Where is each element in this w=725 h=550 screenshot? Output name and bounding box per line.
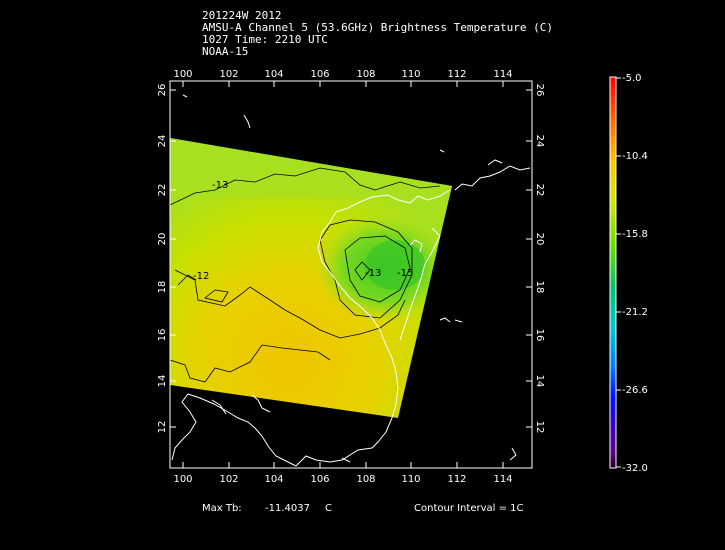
latitude-labels-left: 12 14 16 18 20 22 24 26: [157, 84, 168, 434]
svg-text:14: 14: [157, 375, 168, 388]
svg-text:104: 104: [264, 474, 283, 485]
map-frame: [169, 80, 533, 469]
product-title-line-2: AMSU-A Channel 5 (53.6GHz) Brightness Te…: [202, 21, 553, 34]
svg-text:110: 110: [401, 69, 420, 80]
contour-label-1: -13: [212, 180, 228, 191]
svg-text:102: 102: [219, 69, 238, 80]
svg-text:26: 26: [534, 84, 545, 97]
color-scale-label-5: -26.6: [622, 385, 648, 396]
svg-text:12: 12: [534, 421, 545, 434]
longitude-labels-top: 100 102 104 106 108 110 112 114: [173, 69, 512, 80]
contour-label-4: -13: [365, 268, 381, 279]
svg-text:110: 110: [401, 474, 420, 485]
svg-text:24: 24: [157, 135, 168, 148]
svg-text:106: 106: [310, 474, 329, 485]
svg-text:14: 14: [534, 375, 545, 388]
contour-label-2: -12: [193, 271, 209, 282]
svg-text:16: 16: [157, 329, 168, 342]
color-scale-label-1: -5.0: [622, 73, 642, 84]
svg-text:104: 104: [264, 69, 283, 80]
svg-text:112: 112: [447, 69, 466, 80]
svg-text:108: 108: [356, 69, 375, 80]
svg-text:20: 20: [534, 233, 545, 246]
svg-text:24: 24: [534, 135, 545, 148]
svg-text:114: 114: [493, 69, 512, 80]
svg-text:112: 112: [447, 474, 466, 485]
color-scale-bar: -5.0 -10.4 -15.8 -21.2 -26.6 -32.0: [609, 73, 648, 474]
svg-text:16: 16: [534, 329, 545, 342]
svg-text:20: 20: [157, 233, 168, 246]
product-title-line-3: 1027 Time: 2210 UTC: [202, 33, 328, 46]
color-scale-label-6: -32.0: [622, 463, 648, 474]
color-scale-label-2: -10.4: [622, 151, 648, 162]
svg-text:100: 100: [173, 474, 192, 485]
coastline: [171, 94, 531, 467]
svg-text:18: 18: [534, 281, 545, 294]
contour-lines: [169, 167, 441, 383]
max-tb-unit: C: [325, 503, 332, 514]
svg-text:26: 26: [157, 84, 168, 97]
contour-interval: Contour Interval = 1C: [414, 503, 524, 514]
product-title-line-4: NOAA-15: [202, 45, 249, 58]
svg-text:22: 22: [157, 184, 168, 197]
axis-ticks: [170, 81, 532, 468]
svg-text:114: 114: [493, 474, 512, 485]
svg-text:12: 12: [157, 421, 168, 434]
color-scale-label-3: -15.8: [622, 229, 648, 240]
latitude-labels-right: 12 14 16 18 20 22 24 26: [534, 84, 545, 434]
svg-text:18: 18: [157, 281, 168, 294]
svg-text:102: 102: [219, 474, 238, 485]
contour-label-3: -15: [397, 268, 413, 279]
amsu-swath: [170, 138, 452, 418]
svg-text:106: 106: [310, 69, 329, 80]
longitude-labels-bottom: 100 102 104 106 108 110 112 114: [173, 474, 512, 485]
max-tb-label: Max Tb:: [202, 503, 242, 514]
color-scale-label-4: -21.2: [622, 307, 648, 318]
svg-text:22: 22: [534, 184, 545, 197]
svg-text:100: 100: [173, 69, 192, 80]
product-title-line-1: 201224W 2012: [202, 9, 282, 22]
max-tb-value: -11.4037: [265, 503, 310, 514]
svg-text:108: 108: [356, 474, 375, 485]
